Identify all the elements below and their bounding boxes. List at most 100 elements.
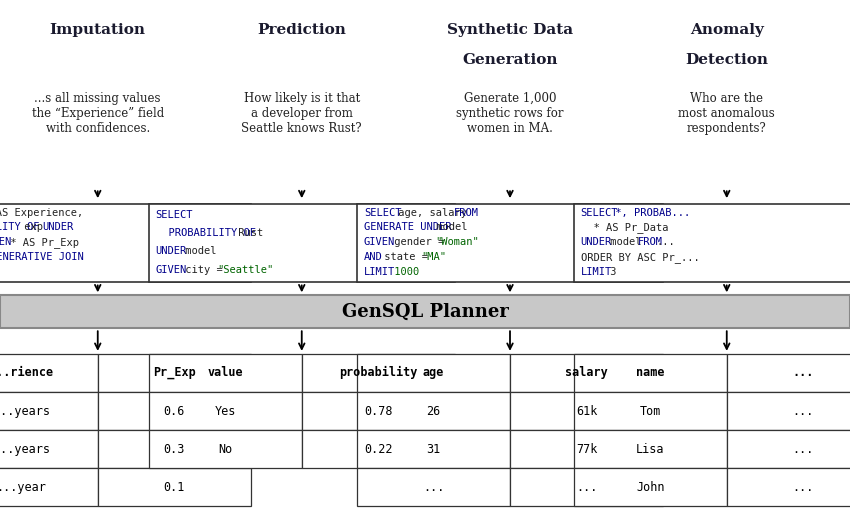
Text: UNDER: UNDER — [581, 237, 612, 247]
Text: Synthetic Data: Synthetic Data — [447, 23, 573, 37]
Text: *, PROBAB...: *, PROBAB... — [609, 208, 690, 217]
Text: exp: exp — [18, 222, 49, 233]
Text: John: John — [636, 481, 665, 494]
Text: 3: 3 — [604, 267, 617, 277]
Bar — [357, 430, 510, 468]
Bar — [0, 392, 98, 430]
Bar — [98, 430, 251, 468]
Text: Rust: Rust — [232, 228, 263, 238]
Text: ...year: ...year — [0, 481, 46, 494]
Text: GIVEN: GIVEN — [0, 237, 11, 247]
Text: name: name — [636, 366, 665, 379]
Text: ...s all missing values
the “Experience” field
with confidences.: ...s all missing values the “Experience”… — [31, 92, 164, 134]
Bar — [357, 354, 510, 392]
Bar — [0, 354, 98, 392]
Text: * AS Pr_Data: * AS Pr_Data — [581, 222, 668, 233]
Bar — [302, 430, 455, 468]
Text: Who are the
most anomalous
respondents?: Who are the most anomalous respondents? — [678, 92, 775, 134]
Bar — [574, 204, 850, 282]
Text: Detection: Detection — [685, 53, 768, 68]
Text: model: model — [179, 246, 217, 257]
Text: 0.78: 0.78 — [364, 405, 393, 417]
Bar — [149, 354, 302, 392]
Text: 26: 26 — [427, 405, 440, 417]
Text: ...: ... — [792, 481, 814, 494]
Bar — [357, 204, 663, 282]
Text: Yes: Yes — [214, 405, 236, 417]
Text: PROBABILITY OF: PROBABILITY OF — [156, 228, 256, 238]
Bar — [510, 392, 663, 430]
Bar — [0, 430, 98, 468]
Text: GIVEN: GIVEN — [364, 237, 395, 247]
Text: 0.3: 0.3 — [163, 443, 185, 456]
Bar — [149, 204, 455, 282]
Bar — [149, 392, 302, 430]
Text: ...rience: ...rience — [0, 366, 54, 379]
Text: GIVEN: GIVEN — [156, 265, 187, 275]
Text: 1000: 1000 — [388, 267, 419, 277]
Bar — [98, 468, 251, 506]
Bar — [574, 392, 727, 430]
Text: ...: ... — [792, 405, 814, 417]
Text: * AS Pr_Exp: * AS Pr_Exp — [4, 237, 79, 248]
Bar — [0, 295, 850, 328]
Text: ORDER BY ASC Pr_...: ORDER BY ASC Pr_... — [581, 252, 700, 263]
Text: Lisa: Lisa — [636, 443, 665, 456]
Bar — [357, 468, 510, 506]
Text: 0.1: 0.1 — [163, 481, 185, 494]
Bar — [574, 354, 727, 392]
Text: ...: ... — [792, 443, 814, 456]
Bar — [574, 468, 727, 506]
Bar — [357, 392, 510, 430]
Bar — [727, 468, 850, 506]
Text: city =: city = — [179, 265, 230, 275]
Bar — [510, 468, 663, 506]
Bar — [302, 392, 455, 430]
Text: gender =: gender = — [388, 237, 450, 247]
Text: ...: ... — [792, 366, 814, 379]
Bar — [302, 354, 455, 392]
Text: AND: AND — [364, 252, 382, 262]
Text: Prediction: Prediction — [258, 23, 346, 37]
Text: Imputation: Imputation — [50, 23, 145, 37]
Text: Generate 1,000
synthetic rows for
women in MA.: Generate 1,000 synthetic rows for women … — [456, 92, 564, 134]
Text: "Seattle": "Seattle" — [218, 265, 274, 275]
Text: GENERATIVE JOIN: GENERATIVE JOIN — [0, 252, 83, 262]
Text: UNDER: UNDER — [42, 222, 73, 233]
Text: 0.22: 0.22 — [364, 443, 393, 456]
Bar — [0, 468, 98, 506]
Text: LIMIT: LIMIT — [581, 267, 612, 277]
Text: Anomaly: Anomaly — [690, 23, 763, 37]
Text: FROM: FROM — [454, 208, 479, 217]
Text: Pr_Exp: Pr_Exp — [153, 366, 196, 379]
Text: 31: 31 — [427, 443, 440, 456]
Text: ...: ... — [422, 481, 445, 494]
Bar — [510, 354, 663, 392]
Text: PROBABILITY OF: PROBABILITY OF — [0, 222, 39, 233]
Bar — [149, 430, 302, 468]
Text: SELECT: SELECT — [364, 208, 401, 217]
Text: How likely is it that
a developer from
Seattle knows Rust?: How likely is it that a developer from S… — [241, 92, 362, 134]
Text: ...exp AS Experience,: ...exp AS Experience, — [0, 208, 82, 217]
Bar — [510, 430, 663, 468]
Text: ...: ... — [657, 237, 676, 247]
Text: GenSQL Planner: GenSQL Planner — [342, 303, 508, 321]
Text: ...years: ...years — [0, 443, 50, 456]
Bar — [0, 204, 251, 282]
Text: Generation: Generation — [462, 53, 558, 68]
Text: "Woman": "Woman" — [435, 237, 479, 247]
Text: ...: ... — [575, 481, 598, 494]
Text: age: age — [422, 366, 445, 379]
Bar — [98, 392, 251, 430]
Bar — [727, 392, 850, 430]
Text: FROM: FROM — [638, 237, 663, 247]
Text: probability: probability — [339, 366, 417, 379]
Text: GENERATE UNDER: GENERATE UNDER — [364, 222, 451, 233]
Text: ...data: ...data — [0, 252, 2, 262]
Text: age, salary: age, salary — [393, 208, 473, 217]
Text: model: model — [604, 237, 648, 247]
Text: value: value — [207, 366, 243, 379]
Text: UNDER: UNDER — [156, 246, 187, 257]
Text: salary: salary — [565, 366, 608, 379]
Text: ...years: ...years — [0, 405, 50, 417]
